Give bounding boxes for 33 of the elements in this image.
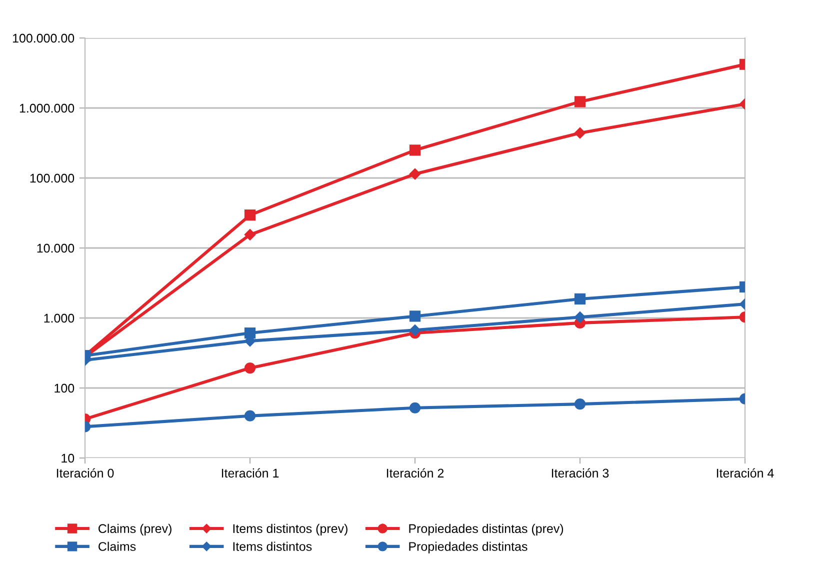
y-tick-label: 10.000 <box>37 244 74 253</box>
point <box>244 362 256 374</box>
x-tick-label: Iteración 4 <box>716 468 774 478</box>
y-tick-label: 1.000.000 <box>20 104 74 113</box>
point <box>574 96 586 108</box>
point <box>409 402 421 414</box>
x-tick-label: Iteración 0 <box>56 468 114 478</box>
legend-label: Propiedades distintas <box>409 542 528 554</box>
legend-label: Claims (prev) <box>98 524 172 536</box>
y-tick-label: 10 <box>62 454 74 463</box>
point <box>574 398 586 410</box>
point <box>574 293 586 305</box>
legend-label: Claims <box>98 542 136 551</box>
point <box>409 324 421 336</box>
y-tick-label: 100 <box>54 384 74 393</box>
y-tick-label: 100.000 <box>30 174 74 183</box>
point <box>244 229 256 240</box>
point <box>244 210 256 221</box>
point <box>409 168 421 180</box>
y-tick-label: 100.000.00 <box>12 34 74 43</box>
point <box>409 144 421 156</box>
x-tick-label: Iteración 3 <box>552 468 609 478</box>
legend-label: Items distintos (prev) <box>233 524 348 536</box>
point <box>574 311 586 323</box>
point <box>244 410 256 422</box>
point <box>244 327 256 339</box>
point <box>409 310 421 322</box>
point <box>574 127 586 139</box>
x-tick-label: Iteración 1 <box>222 468 279 478</box>
legend-label: Propiedades distintas (prev) <box>409 524 564 536</box>
legend-label: Items distintos <box>233 542 312 551</box>
x-tick-label: Iteración 2 <box>386 468 444 478</box>
y-tick-label: 1.000 <box>44 314 74 323</box>
